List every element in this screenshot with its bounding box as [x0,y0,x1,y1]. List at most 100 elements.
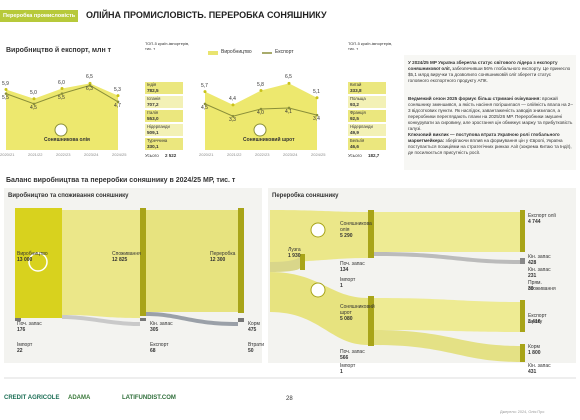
node [520,300,525,332]
node-value: 431 [528,369,537,375]
panel-title: Переробка соняшнику [272,193,339,199]
node-value: 5 080 [340,316,353,322]
data-label: 5,9 [2,80,9,87]
production-point [116,94,120,98]
data-label: 3,3 [229,117,236,124]
production-point [32,97,36,101]
year-label: 2021/22 [28,152,43,157]
importer-country: Польща [350,96,366,101]
importer-country: Туреччина [147,138,168,143]
node-value: 5 290 [340,233,353,239]
importer-bar [145,82,183,94]
node-label: Імпорт [340,363,356,369]
year-label: 2022/23 [255,152,270,157]
importer-value: 330,1 [147,144,159,149]
node-label: Корм [528,344,540,350]
flow [62,210,140,318]
importer-country: Нідерланди [147,124,170,129]
node [520,210,525,252]
importer-bar [348,138,386,150]
node [140,208,146,316]
node-value: 566 [340,355,349,361]
flow [374,298,520,332]
importer-bar [348,124,386,136]
data-label: 6,5 [285,74,292,81]
node-label: Переробка [210,251,236,257]
production-point [259,89,263,93]
node [520,258,525,264]
data-label: 6,3 [86,86,93,93]
year-label: 2024/25 [112,152,127,157]
paragraph: Ключовий виклик — поступова втрата Украї… [408,132,573,156]
node-label: Кін. запас [150,321,173,327]
node-label: Споживання [112,251,141,257]
total-label: Усього [348,153,362,158]
section-title: Виробництво й експорт, млн т [6,47,112,54]
flow [374,212,520,252]
export-point [259,107,263,111]
node-label: Соняшниковий шрот [340,304,375,316]
importer-bar [145,138,183,150]
flow [270,272,368,345]
importer-value: 92,5 [350,116,359,121]
year-label: 2021/22 [227,152,242,157]
export-point [116,100,120,104]
data-label: 5,5 [2,94,9,101]
importer-country: Франція [350,110,366,115]
node-label: Поч. запас [17,321,42,327]
export-point [88,84,92,87]
production-point [60,87,64,90]
production-point [203,90,207,94]
year-label: 2022/23 [56,152,71,157]
production-point [4,88,8,92]
node-value: 68 [150,348,156,354]
balance-title: Баланс виробництва та переробки соняшник… [6,177,236,184]
importer-bar [348,82,386,94]
node-value: 30 [528,286,534,292]
total-label: Усього [145,153,159,158]
year-label: 2020/21 [0,152,15,157]
data-label: 5,8 [257,81,264,88]
importers-title: ТОП-5 країн-імпортерів, тис. т [145,41,190,51]
flow [146,312,238,326]
node-value: 50 [248,348,254,354]
importer-country: Нідерланди [350,124,373,129]
importer-bar [348,96,386,108]
data-label: 3,4 [313,116,320,123]
paragraph-lead: Ведмежий сезон 2025 формує більш стриман… [408,96,541,101]
importer-country: Індія [147,82,157,87]
node [368,210,374,258]
legend-label: Виробництво [221,49,252,55]
year-label: 2023/24 [283,152,298,157]
logo: ADAMA [68,395,91,401]
node-label: Соняшникова олія [340,221,372,233]
paragraph-body: врожай соняшнику зменшився, а якість нас… [408,96,573,131]
node-value: 1 800 [528,350,541,356]
data-label: 4,0 [257,110,264,116]
product-label: Соняшниковий шрот [243,137,295,143]
total-value: 182,7 [368,153,380,158]
data-label: 5,7 [201,82,208,89]
node-label: Експорт [150,342,169,348]
year-label: 2023/24 [84,152,99,157]
node [238,318,244,322]
node-label: Експорт шроту [528,313,547,325]
importer-country: Китай [350,82,362,87]
flow [374,252,520,264]
node-label: Експорт олії [528,213,557,219]
meal-icon [310,282,326,298]
production-point [231,103,235,107]
year-label: 2020/21 [199,152,214,157]
node-value: 12 300 [210,257,226,263]
data-label: 6,0 [58,79,65,86]
page-title: ОЛІЙНА ПРОМИСЛОВІСТЬ. ПЕРЕРОБКА СОНЯШНИК… [86,10,327,20]
importer-value: 553,0 [147,116,159,121]
legend-label: Експорт [275,49,294,55]
importer-value: 93,2 [350,102,359,107]
importer-bar [145,124,183,136]
flow [62,315,140,326]
product-icon [253,123,267,137]
paragraph: У 2024/25 МР Україна зберегла статус сві… [408,60,573,84]
